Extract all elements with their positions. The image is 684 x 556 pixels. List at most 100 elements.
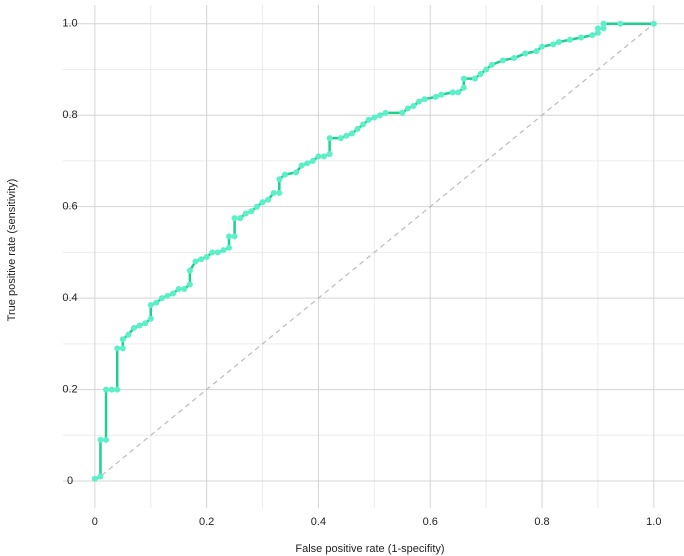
point	[315, 153, 322, 160]
point	[343, 132, 350, 139]
point	[214, 249, 221, 256]
point	[147, 315, 154, 322]
point	[522, 50, 529, 57]
reference-line	[94, 23, 655, 482]
point	[158, 295, 165, 302]
point	[259, 199, 266, 206]
y-axis-title: True positive rate (sensitivity)	[6, 179, 18, 322]
point	[253, 203, 260, 210]
point	[594, 25, 601, 32]
point	[432, 93, 439, 100]
point	[371, 114, 378, 121]
point	[293, 169, 300, 176]
point	[231, 215, 238, 222]
point	[248, 208, 255, 215]
point	[511, 55, 518, 62]
point	[231, 233, 238, 240]
x-tick-label: 1.0	[646, 516, 661, 528]
point	[281, 171, 288, 178]
point	[337, 135, 344, 142]
point	[416, 98, 423, 105]
x-tick-label: 0.6	[423, 516, 438, 528]
point	[600, 25, 607, 32]
point	[136, 322, 143, 329]
point	[404, 105, 411, 112]
point	[175, 285, 182, 292]
point	[477, 71, 484, 78]
point	[119, 336, 126, 343]
point	[589, 32, 596, 39]
point	[181, 285, 188, 292]
point	[147, 301, 154, 308]
point	[186, 267, 193, 274]
y-tick-label: 0.2	[62, 383, 77, 395]
point	[276, 189, 283, 196]
point	[192, 258, 199, 265]
point	[550, 41, 557, 48]
point	[220, 247, 227, 254]
point	[438, 91, 445, 98]
point	[578, 34, 585, 41]
point	[198, 256, 205, 263]
point	[226, 233, 233, 240]
point	[119, 345, 126, 352]
point	[130, 324, 137, 331]
point	[376, 112, 383, 119]
point	[354, 125, 361, 132]
point	[170, 290, 177, 297]
point	[276, 176, 283, 183]
point	[539, 43, 546, 50]
point	[91, 475, 98, 482]
y-tick-label: 0	[67, 475, 73, 487]
point	[650, 20, 657, 27]
point	[499, 57, 506, 64]
point	[203, 253, 210, 260]
x-tick-label: 0.8	[534, 516, 549, 528]
point	[460, 75, 467, 82]
point	[617, 20, 624, 27]
point	[114, 345, 121, 352]
point	[600, 20, 607, 27]
point	[360, 121, 367, 128]
point	[421, 96, 428, 103]
point	[103, 436, 110, 443]
point	[555, 39, 562, 46]
x-tick-label: 0	[92, 516, 98, 528]
point	[321, 153, 328, 160]
point	[488, 61, 495, 68]
point	[114, 386, 121, 393]
point	[209, 249, 216, 256]
y-tick-label: 0.8	[62, 109, 77, 121]
x-tick-label: 0.2	[199, 516, 214, 528]
point	[125, 331, 132, 338]
point	[348, 130, 355, 137]
point	[97, 436, 104, 443]
point	[226, 244, 233, 251]
point	[164, 292, 171, 299]
point	[533, 48, 540, 55]
point	[326, 151, 333, 158]
y-tick-label: 1.0	[62, 18, 77, 30]
point	[483, 66, 490, 73]
point	[566, 36, 573, 43]
point	[471, 75, 478, 82]
y-tick-label: 0.4	[62, 292, 77, 304]
point	[410, 103, 417, 110]
x-axis-title: False positive rate (1-specifity)	[295, 543, 444, 555]
point	[594, 29, 601, 36]
point	[365, 116, 372, 123]
point	[449, 89, 456, 96]
x-tick-label: 0.4	[311, 516, 326, 528]
point	[270, 189, 277, 196]
point	[265, 196, 272, 203]
point	[326, 135, 333, 142]
point	[304, 160, 311, 167]
point	[309, 157, 316, 164]
point	[242, 210, 249, 217]
point	[455, 89, 462, 96]
point	[97, 473, 104, 480]
point	[237, 215, 244, 222]
point	[108, 386, 115, 393]
point	[186, 281, 193, 288]
